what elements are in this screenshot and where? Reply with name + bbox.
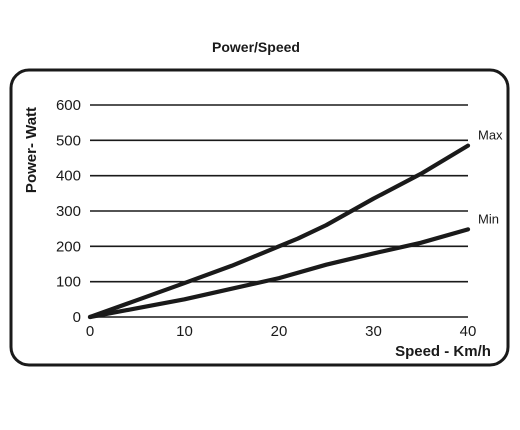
- y-tick-label: 300: [56, 203, 81, 220]
- series-labels: Max Min: [478, 128, 503, 227]
- y-axis-label: Power- Watt: [23, 107, 40, 193]
- x-tick-label: 20: [271, 323, 288, 340]
- x-tick-label: 10: [176, 323, 193, 340]
- y-tick-label: 200: [56, 238, 81, 255]
- series-line-min: [87, 227, 471, 320]
- x-tick-label: 0: [86, 323, 94, 340]
- x-axis-label: Speed - Km/h: [395, 343, 491, 360]
- y-tick-label: 500: [56, 132, 81, 149]
- series-label-max: Max: [478, 128, 503, 143]
- y-tick-label: 400: [56, 168, 81, 185]
- y-tick-label: 0: [73, 309, 81, 326]
- y-tick-label: 100: [56, 274, 81, 291]
- chart-frame: [9, 68, 510, 367]
- x-tick-labels: 0 10 20 30 40: [86, 323, 477, 340]
- series-lines: [87, 143, 471, 320]
- x-tick-label: 40: [460, 323, 477, 340]
- series-label-min: Min: [478, 211, 499, 226]
- x-tick-label: 30: [365, 323, 382, 340]
- grid-lines: [90, 104, 468, 318]
- series-line-max: [87, 143, 471, 320]
- chart-title: Power/Speed: [212, 39, 300, 55]
- y-tick-labels: 0 100 200 300 400 500 600: [56, 97, 81, 326]
- y-tick-label: 600: [56, 97, 81, 114]
